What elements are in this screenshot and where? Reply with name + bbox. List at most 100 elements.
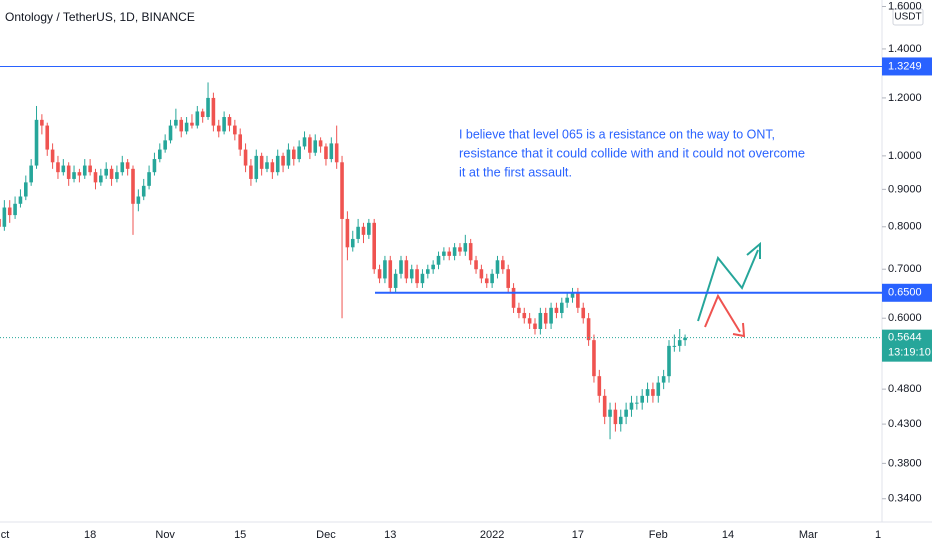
candle-body (356, 226, 360, 239)
candle-body (511, 287, 516, 308)
candle-body (565, 297, 569, 303)
candle-body (635, 402, 639, 404)
candle-body (120, 162, 125, 173)
y-tick-label: 1.4000 (888, 43, 922, 55)
candle-body (233, 125, 237, 135)
candle-body (216, 125, 221, 132)
candle-body (109, 168, 114, 179)
candle-body (99, 175, 103, 183)
candle-body (458, 247, 462, 252)
red-arrow-head (732, 322, 746, 338)
candle-body (554, 307, 559, 313)
candle-body (570, 292, 575, 298)
candle-body (34, 119, 39, 166)
candle-body (152, 159, 157, 173)
candle-body (645, 389, 650, 396)
candle-body (61, 165, 66, 173)
x-tick-label: Nov (155, 529, 175, 541)
candle-body (517, 307, 521, 313)
candle-body (7, 207, 12, 216)
candle-body (168, 125, 173, 141)
candle-body (292, 149, 296, 160)
candle-body (597, 376, 602, 396)
x-tick-label: 15 (234, 529, 246, 541)
candle-body (608, 409, 612, 417)
candle-body (211, 97, 216, 126)
chart-title: Ontology / TetherUS, 1D, BINANCE (5, 10, 195, 24)
candle-body (334, 143, 339, 163)
candle-body (656, 382, 661, 396)
candle-body (538, 312, 543, 329)
candle-body (243, 149, 248, 166)
candle-body (18, 196, 23, 204)
candle-body (72, 172, 76, 179)
candle-body (495, 260, 500, 274)
candle-body (533, 323, 537, 329)
candle-body (618, 416, 623, 425)
x-tick-label: Dec (316, 529, 336, 541)
x-tick-label: Feb (649, 529, 668, 541)
candle-body (104, 168, 108, 176)
x-tick-label: 2022 (480, 529, 504, 541)
annotation: I believe that level 065 is a resistance… (459, 126, 775, 141)
candle-body (174, 119, 178, 126)
candle-body (147, 172, 151, 186)
candle-body (683, 337, 687, 341)
x-tick-label: 13 (384, 529, 396, 541)
candle-body (436, 255, 441, 265)
red-arrow (704, 293, 741, 333)
candle-body (270, 162, 275, 173)
y-tick-label: 0.8000 (888, 221, 922, 233)
y-tick-label: 1.2000 (888, 92, 922, 104)
candle-body (586, 318, 591, 341)
currency-box (892, 8, 924, 26)
candle-body (190, 122, 194, 126)
candle-body (88, 165, 92, 173)
candle-body (420, 273, 425, 284)
price-label: 0.6500 (888, 287, 922, 299)
candle-body (404, 260, 409, 279)
candle-body (136, 196, 141, 204)
candle-body (677, 340, 682, 346)
candle-body (2, 207, 7, 227)
candle-body (24, 182, 28, 197)
last-price-label: 0.5644 (888, 332, 922, 344)
candle-body (372, 222, 376, 270)
candle-body (651, 389, 655, 396)
green-arrow (697, 249, 759, 322)
x-tick-label: 1 (875, 529, 881, 541)
arrows (697, 241, 761, 338)
candle-body (447, 251, 452, 256)
candle-body (93, 172, 98, 183)
candle-body (259, 155, 264, 169)
candle-body (318, 140, 323, 147)
candle-body (667, 345, 671, 377)
candle-body (275, 155, 280, 173)
candle-body (158, 149, 162, 160)
candle-body (415, 269, 419, 284)
candle-body (249, 165, 253, 179)
candle-body (543, 312, 548, 324)
candle-body (29, 165, 33, 183)
candle-body (463, 243, 468, 252)
price-label-box (882, 283, 932, 302)
candle-body (45, 125, 50, 150)
annotation: it at the first assault. (459, 164, 572, 179)
candle-body (125, 162, 130, 169)
y-tick-label: 0.6000 (888, 312, 922, 324)
candle-body (324, 146, 328, 160)
y-tick-label: 0.7000 (888, 263, 922, 275)
candle-body (0, 218, 1, 227)
candle-body (549, 307, 553, 324)
candle-body (184, 122, 189, 132)
y-tick-label: 1.0000 (888, 150, 922, 162)
candle-body (431, 264, 435, 270)
candle-body (200, 111, 205, 118)
candle-body (501, 260, 505, 270)
x-tick-label: 17 (572, 529, 584, 541)
candle-body (377, 269, 382, 279)
candle-body (131, 168, 135, 204)
candle-body (560, 302, 564, 313)
candle-body (286, 149, 291, 166)
